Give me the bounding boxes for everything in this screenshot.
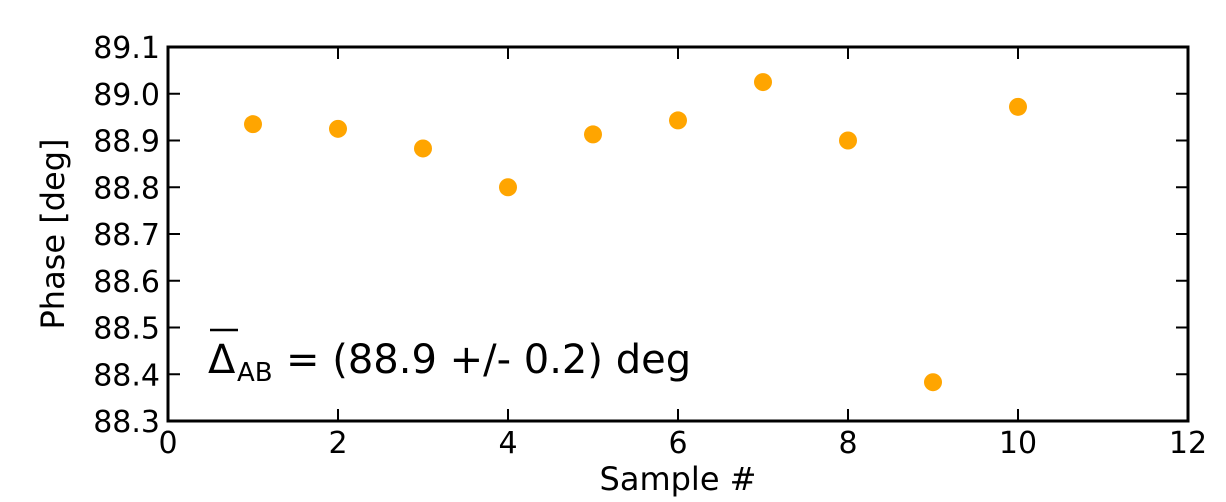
y-tick-label: 88.6 <box>93 265 160 300</box>
data-point <box>754 73 772 92</box>
y-tick-label: 88.9 <box>93 125 160 160</box>
y-tick-label: 88.3 <box>93 405 160 440</box>
x-tick-label: 10 <box>999 426 1037 461</box>
y-tick-label: 89.1 <box>93 31 160 66</box>
y-tick-labels: 88.3 88.4 88.5 88.6 88.7 88.8 88.9 89.0 89.1 <box>93 31 160 440</box>
x-tick-label: 8 <box>838 426 857 461</box>
axis-ticks <box>167 46 1189 422</box>
data-point <box>414 139 432 158</box>
x-tick-label: 12 <box>1169 426 1207 461</box>
y-axis-title: Phase [deg] <box>34 139 72 330</box>
x-tick-label: 6 <box>668 426 687 461</box>
data-points <box>244 73 1027 392</box>
x-tick-labels: 0 2 4 6 8 10 12 <box>158 426 1207 461</box>
annotation-text: = (88.9 +/- 0.2) deg <box>286 337 691 383</box>
data-point <box>1009 97 1027 116</box>
data-point <box>329 119 347 138</box>
x-axis-title: Sample # <box>600 460 757 498</box>
y-tick-label: 88.4 <box>93 358 160 393</box>
x-tick-label: 4 <box>498 426 517 461</box>
annotation-symbol: Δ <box>208 337 236 383</box>
annotation-subscript: AB <box>237 358 273 388</box>
y-tick-label: 88.5 <box>93 312 160 347</box>
data-point <box>839 131 857 150</box>
y-tick-label: 88.7 <box>93 218 160 253</box>
data-point <box>584 125 602 144</box>
data-point <box>244 115 262 134</box>
data-point <box>924 373 942 392</box>
data-point <box>669 111 687 130</box>
annotation: Δ AB = (88.9 +/- 0.2) deg <box>208 328 691 388</box>
y-tick-label: 89.0 <box>93 78 160 113</box>
y-tick-label: 88.8 <box>93 171 160 206</box>
x-tick-label: 2 <box>328 426 347 461</box>
x-tick-label: 0 <box>158 426 177 461</box>
data-point <box>499 178 517 197</box>
